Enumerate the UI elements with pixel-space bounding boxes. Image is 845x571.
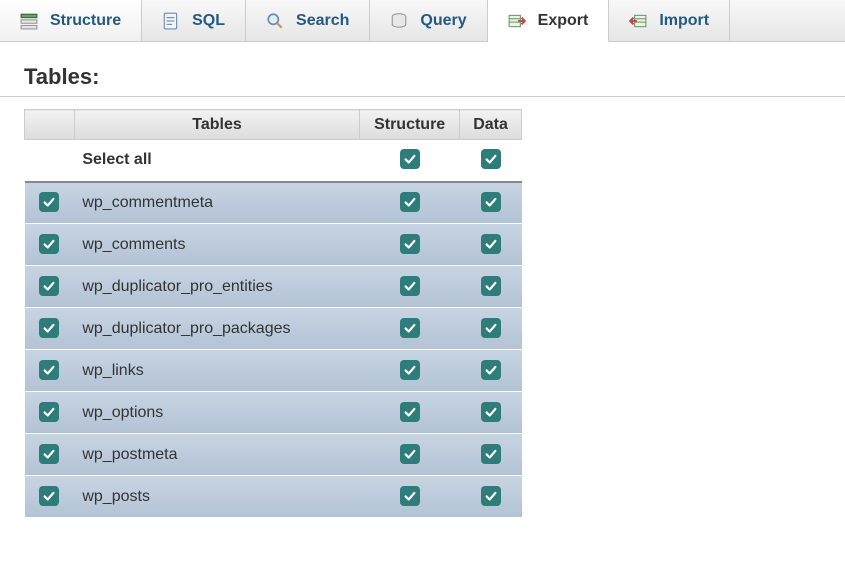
row-select-checkbox[interactable] xyxy=(39,402,59,422)
import-icon xyxy=(629,12,647,30)
row-data-checkbox[interactable] xyxy=(481,402,501,422)
tab-export[interactable]: Export xyxy=(488,0,610,42)
row-select-checkbox[interactable] xyxy=(39,276,59,296)
export-icon xyxy=(508,12,526,30)
row-data-checkbox[interactable] xyxy=(481,486,501,506)
tab-import[interactable]: Import xyxy=(609,0,730,41)
query-icon xyxy=(390,12,408,30)
row-structure-checkbox[interactable] xyxy=(400,444,420,464)
row-structure-checkbox[interactable] xyxy=(400,276,420,296)
row-select-checkbox[interactable] xyxy=(39,192,59,212)
row-structure-checkbox[interactable] xyxy=(400,402,420,422)
row-select-checkbox[interactable] xyxy=(39,486,59,506)
table-row: wp_duplicator_pro_packages xyxy=(25,308,522,350)
row-data-checkbox[interactable] xyxy=(481,276,501,296)
table-row: wp_options xyxy=(25,392,522,434)
row-data-checkbox[interactable] xyxy=(481,234,501,254)
tab-label: SQL xyxy=(192,12,225,30)
row-table-name: wp_comments xyxy=(74,224,359,266)
header-select xyxy=(25,110,75,140)
row-table-name: wp_posts xyxy=(74,476,359,518)
row-select-checkbox[interactable] xyxy=(39,444,59,464)
table-row: wp_duplicator_pro_entities xyxy=(25,266,522,308)
row-structure-checkbox[interactable] xyxy=(400,318,420,338)
row-table-name: wp_links xyxy=(74,350,359,392)
export-tables: Tables Structure Data Select all wp_comm… xyxy=(24,109,522,518)
row-table-name: wp_duplicator_pro_entities xyxy=(74,266,359,308)
tab-label: Export xyxy=(538,12,589,30)
row-structure-checkbox[interactable] xyxy=(400,234,420,254)
row-select-checkbox[interactable] xyxy=(39,234,59,254)
tab-label: Query xyxy=(420,12,466,30)
tab-label: Import xyxy=(659,12,709,30)
table-row: wp_posts xyxy=(25,476,522,518)
tab-structure[interactable]: Structure xyxy=(0,0,142,41)
row-data-checkbox[interactable] xyxy=(481,192,501,212)
row-table-name: wp_options xyxy=(74,392,359,434)
header-structure: Structure xyxy=(360,110,460,140)
table-row: wp_links xyxy=(25,350,522,392)
tables-container: Tables Structure Data Select all wp_comm… xyxy=(24,109,845,518)
select-all-label: Select all xyxy=(74,140,359,182)
row-data-checkbox[interactable] xyxy=(481,444,501,464)
header-data: Data xyxy=(460,110,522,140)
tab-query[interactable]: Query xyxy=(370,0,487,41)
row-structure-checkbox[interactable] xyxy=(400,192,420,212)
row-table-name: wp_duplicator_pro_packages xyxy=(74,308,359,350)
section-title: Tables: xyxy=(24,64,845,90)
row-data-checkbox[interactable] xyxy=(481,360,501,380)
search-icon xyxy=(266,12,284,30)
section-divider xyxy=(0,96,845,97)
tab-sql[interactable]: SQL xyxy=(142,0,246,41)
row-data-checkbox[interactable] xyxy=(481,318,501,338)
row-select-checkbox[interactable] xyxy=(39,360,59,380)
table-row: wp_commentmeta xyxy=(25,182,522,224)
header-tables: Tables xyxy=(74,110,359,140)
select-all-row: Select all xyxy=(25,140,522,182)
structure-icon xyxy=(20,12,38,30)
row-table-name: wp_postmeta xyxy=(74,434,359,476)
row-select-checkbox[interactable] xyxy=(39,318,59,338)
table-row: wp_comments xyxy=(25,224,522,266)
tab-search[interactable]: Search xyxy=(246,0,370,41)
tables-body: Select all wp_commentmetawp_commentswp_d… xyxy=(25,140,522,518)
row-structure-checkbox[interactable] xyxy=(400,360,420,380)
header-row: Tables Structure Data xyxy=(25,110,522,140)
tab-label: Search xyxy=(296,12,349,30)
sql-icon xyxy=(162,12,180,30)
table-row: wp_postmeta xyxy=(25,434,522,476)
tab-label: Structure xyxy=(50,12,121,30)
row-table-name: wp_commentmeta xyxy=(74,182,359,224)
select-all-structure-checkbox[interactable] xyxy=(400,149,420,169)
tab-bar: Structure SQL Search Query Export Import xyxy=(0,0,845,42)
row-structure-checkbox[interactable] xyxy=(400,486,420,506)
select-all-data-checkbox[interactable] xyxy=(481,149,501,169)
